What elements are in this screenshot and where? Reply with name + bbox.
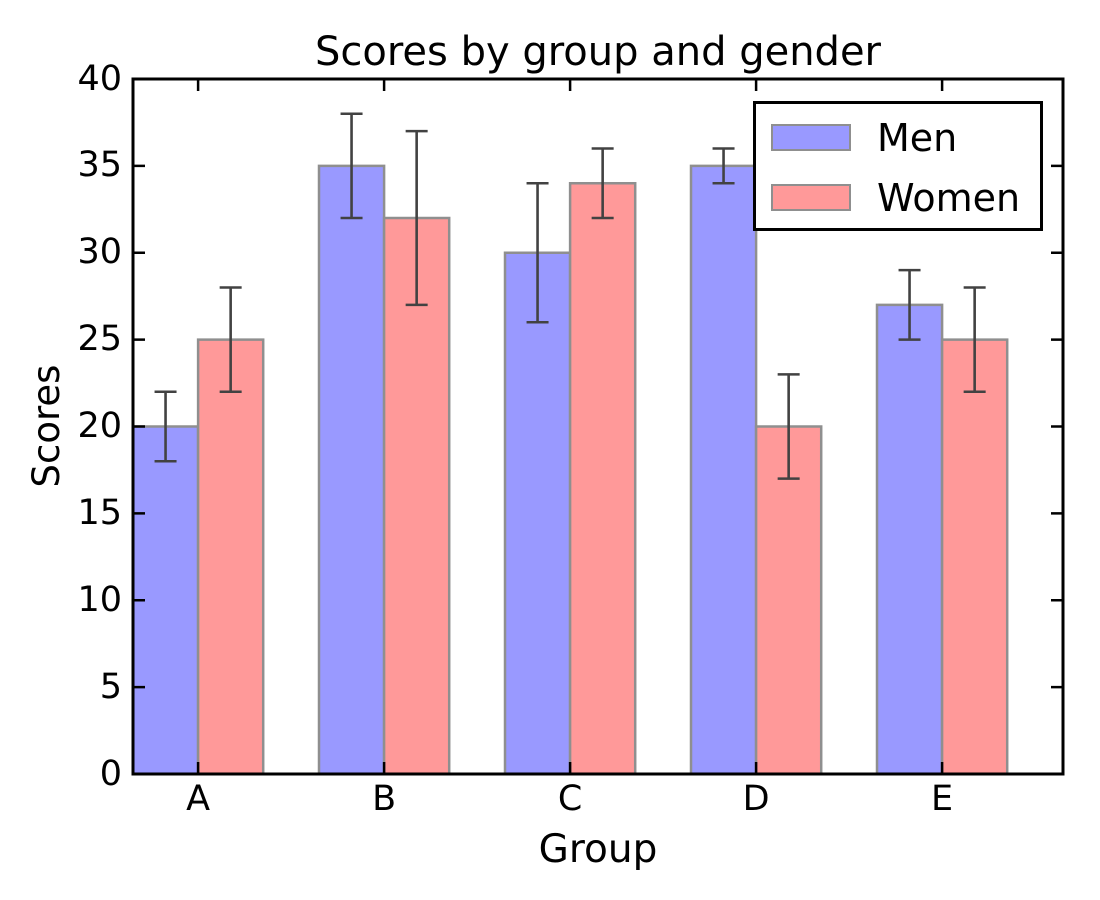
bar-women-C [568, 182, 637, 776]
bar-men-E [875, 303, 944, 776]
legend-entry-men: Men [771, 114, 1040, 161]
y-tick-label-0: 0 [99, 753, 122, 794]
y-tick-label-15: 15 [77, 492, 122, 533]
x-axis-label: Group [538, 827, 658, 872]
y-tick-label-10: 10 [77, 579, 122, 620]
chart-title: Scores by group and gender [314, 29, 881, 75]
x-tick-label-B: B [372, 779, 397, 819]
y-tick-label-40: 40 [77, 58, 122, 99]
y-tick-label-5: 5 [99, 666, 122, 707]
bar-women-E [940, 338, 1009, 776]
legend-label-women: Women [877, 175, 1021, 220]
x-tick-label-C: C [557, 779, 583, 819]
y-tick-label-35: 35 [77, 145, 122, 186]
bar-men-B [317, 164, 386, 776]
y-tick-label-25: 25 [77, 319, 122, 360]
bar-men-C [503, 251, 572, 776]
legend-label-men: Men [877, 115, 958, 160]
x-tick-label-D: D [742, 779, 770, 819]
legend: Men Women [753, 101, 1043, 231]
y-tick-label-30: 30 [77, 232, 122, 273]
legend-entry-women: Women [771, 174, 1040, 221]
y-tick-label-20: 20 [77, 406, 122, 446]
legend-swatch-women [771, 184, 851, 211]
bar-men-D [689, 164, 758, 776]
x-tick-label-A: A [186, 779, 211, 819]
legend-swatch-men [771, 124, 851, 151]
bar-women-A [196, 338, 265, 776]
x-tick-label-E: E [931, 779, 954, 819]
